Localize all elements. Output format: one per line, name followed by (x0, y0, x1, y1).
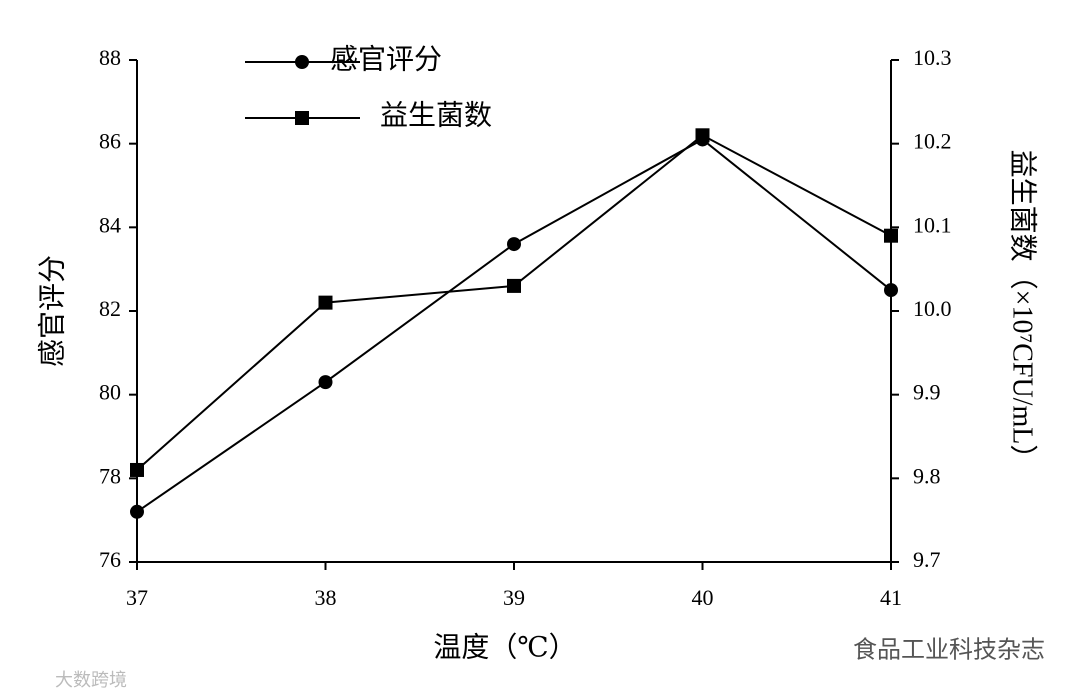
data-point (695, 128, 710, 143)
y2-tick-label: 9.7 (913, 547, 941, 572)
legend-marker (295, 55, 309, 69)
y2-tick-label: 10.1 (913, 212, 952, 237)
y-tick-label: 80 (99, 380, 121, 405)
y-tick-label: 88 (99, 45, 121, 70)
data-point (507, 278, 521, 293)
y2-tick-label: 9.8 (913, 463, 941, 488)
y2-axis-label: 益生菌数（×10⁷CFU/mL） (1007, 150, 1039, 473)
legend-label: 益生菌数 (380, 99, 492, 131)
y-axis-label: 感官评分 (36, 255, 68, 367)
y2-tick-label: 10.2 (913, 129, 952, 154)
x-axis-label: 温度（℃） (433, 631, 576, 663)
watermark: 食品工业科技杂志 (853, 637, 1045, 664)
data-point (884, 228, 898, 243)
x-tick-label: 39 (503, 585, 525, 610)
y2-tick-label: 10.3 (913, 45, 952, 70)
x-tick-label: 40 (692, 585, 714, 610)
legend-label: 感官评分 (330, 43, 442, 75)
x-tick-label: 41 (880, 585, 902, 610)
y-tick-label: 76 (99, 547, 121, 572)
y2-tick-label: 9.9 (913, 380, 941, 405)
watermark: 大数跨境 (55, 670, 127, 690)
series-line (136, 134, 892, 471)
data-point (130, 504, 144, 519)
y-tick-label: 82 (99, 296, 121, 321)
y-tick-label: 78 (99, 463, 121, 488)
data-point (507, 237, 521, 252)
data-point (130, 462, 144, 477)
data-point (318, 375, 333, 390)
y2-tick-label: 10.0 (913, 296, 952, 321)
y-tick-label: 84 (99, 212, 121, 237)
x-tick-label: 37 (126, 585, 148, 610)
legend-marker (295, 111, 309, 125)
series-line (136, 138, 892, 513)
data-point (318, 295, 333, 310)
y-tick-label: 86 (99, 129, 121, 154)
x-tick-label: 38 (315, 585, 337, 610)
data-point (884, 283, 898, 298)
